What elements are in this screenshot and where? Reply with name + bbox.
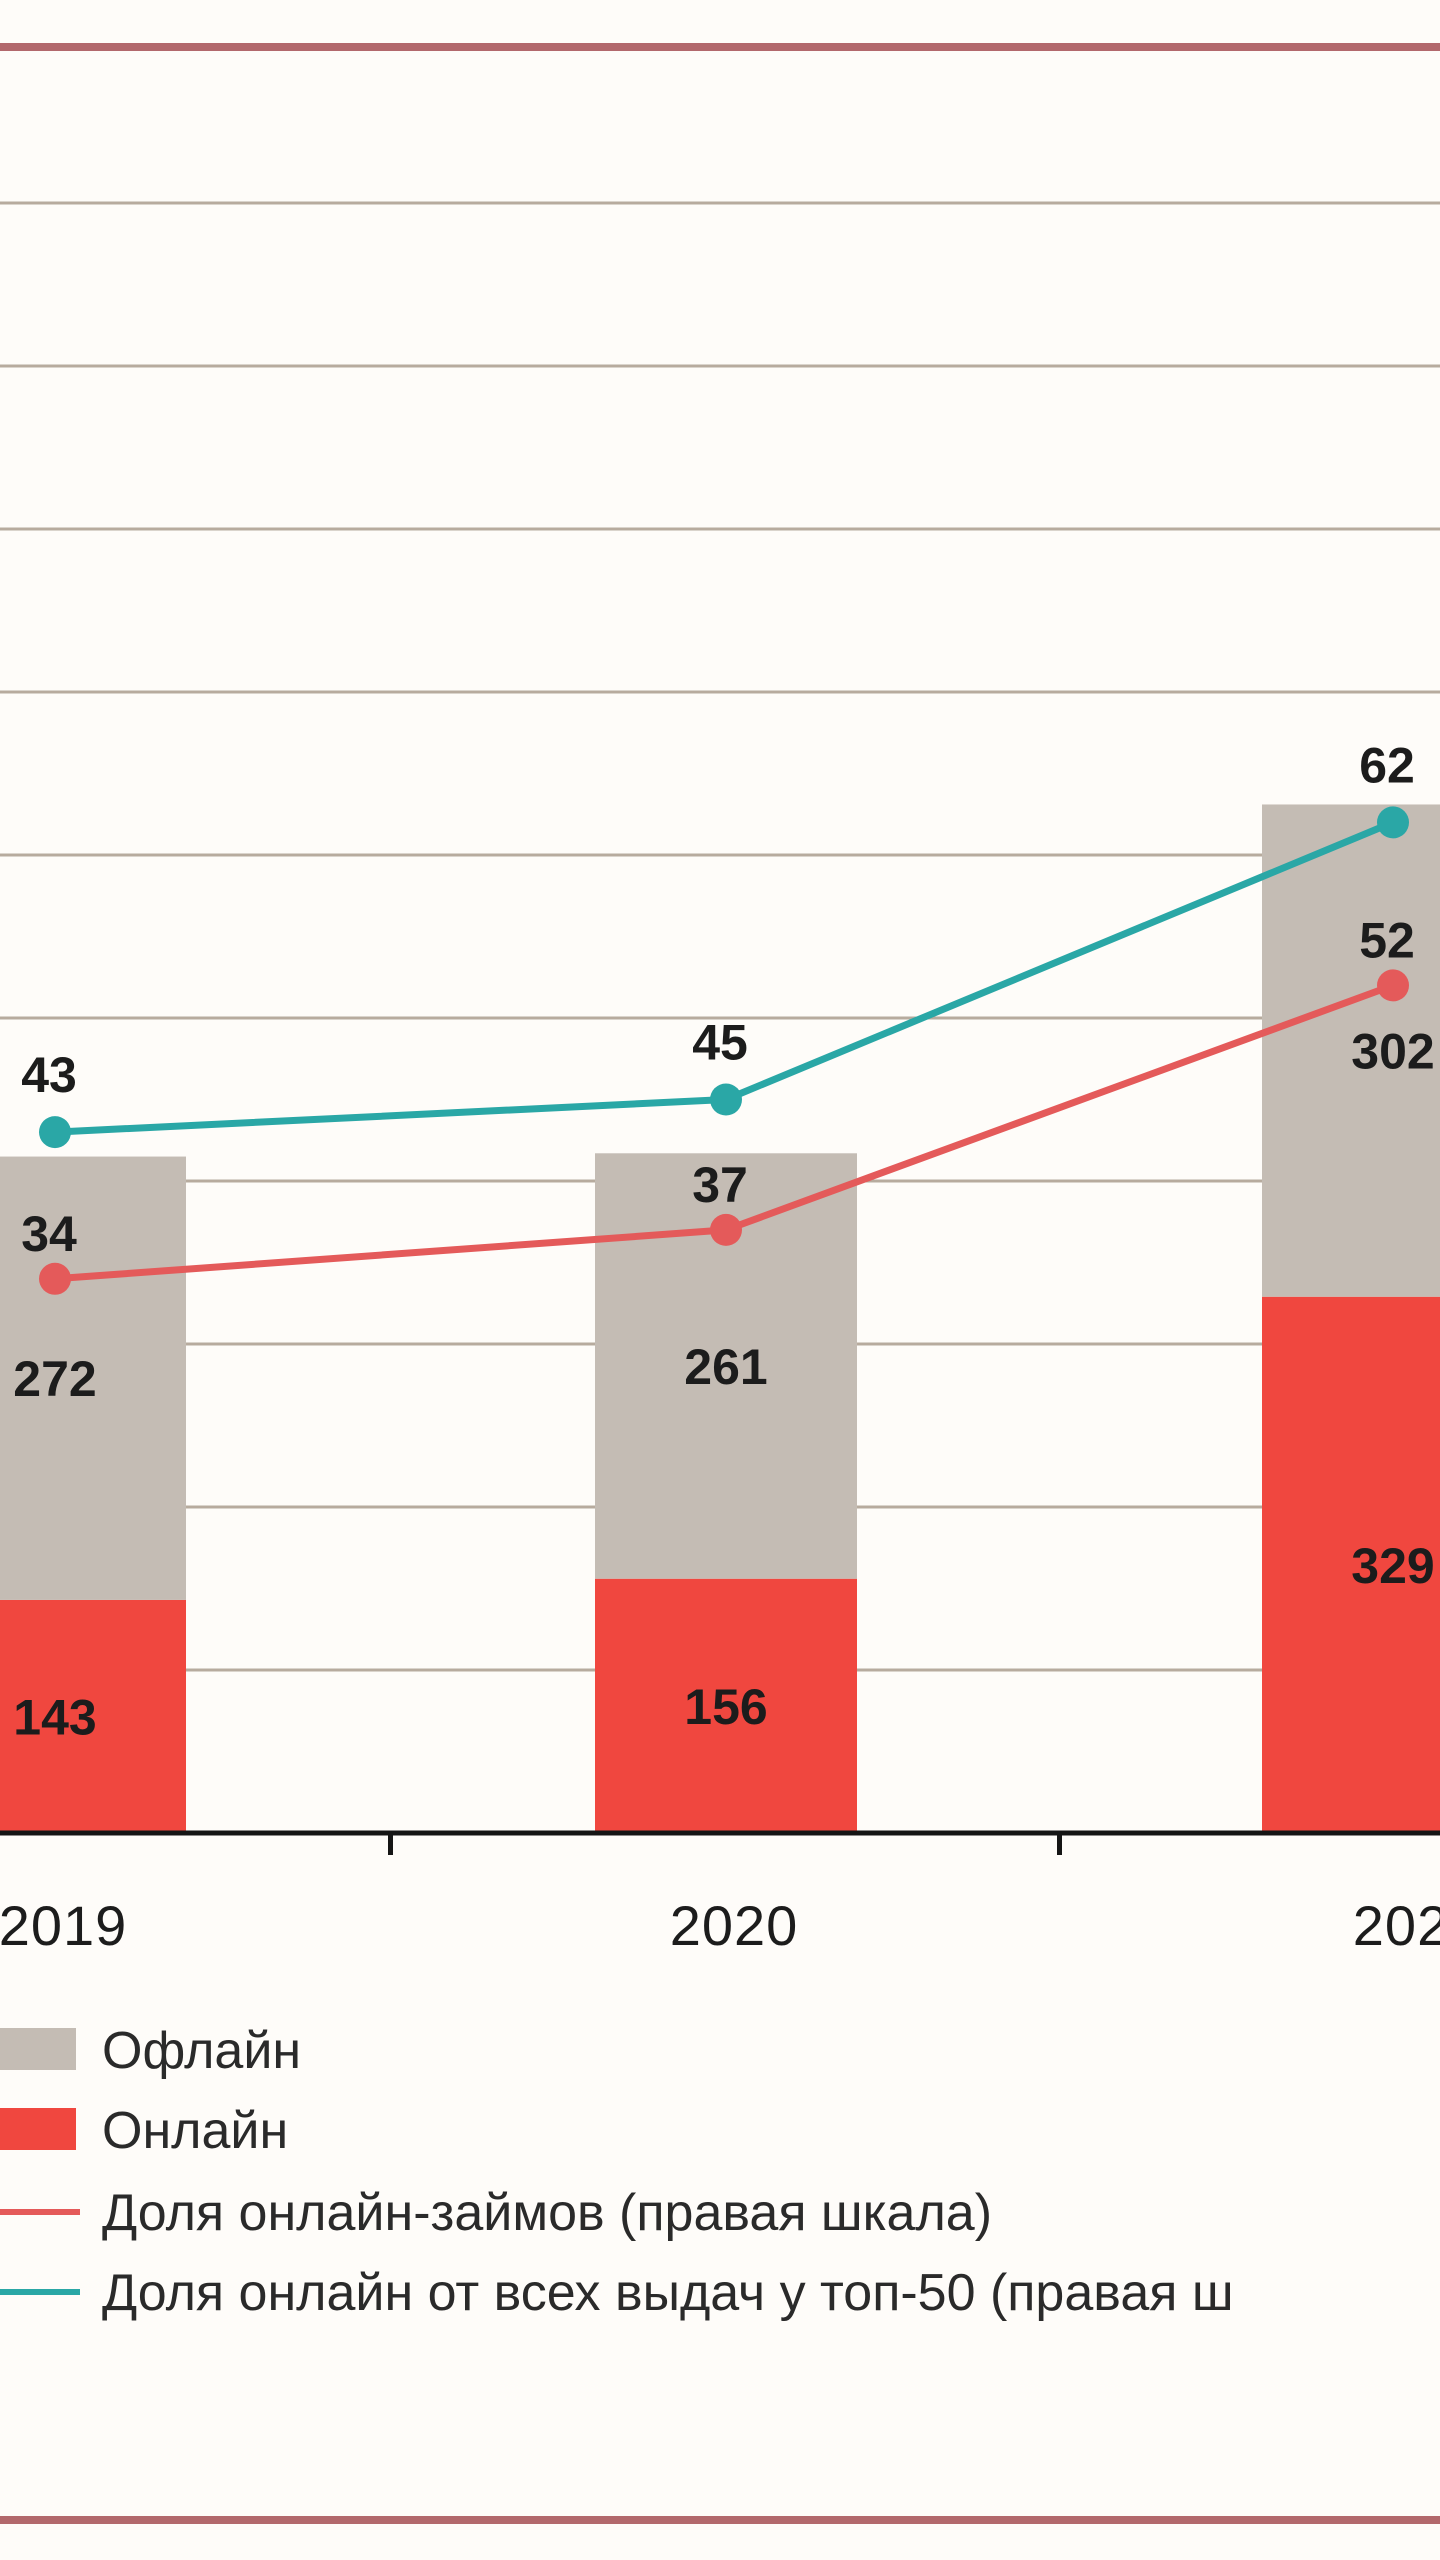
share-online-top50-point <box>1377 806 1409 839</box>
legend-label-share_online_top50: Доля онлайн от всех выдач у топ-50 (прав… <box>102 2264 1234 2322</box>
share-online-loans-point <box>710 1213 742 1246</box>
share-online-loans-point <box>1377 969 1409 1002</box>
bar-online <box>0 1599 186 1833</box>
line-label-share-online-loans: 52 <box>1359 912 1415 968</box>
bar-offline <box>0 1156 186 1600</box>
line-label-share-online-loans: 37 <box>692 1157 748 1213</box>
top-frame-rule <box>0 43 1440 51</box>
x-axis-ticks <box>388 1833 1062 1855</box>
x-tick-label: 2019 <box>0 1894 127 1957</box>
line-label-share-online-top50: 62 <box>1359 737 1415 793</box>
bottom-frame-rule <box>0 2516 1440 2524</box>
line-label-share-online-loans: 34 <box>21 1206 77 1262</box>
share-online-top50-point <box>39 1116 71 1149</box>
bar-online <box>595 1578 857 1833</box>
legend: Офлайн Онлайн Доля онлайн-займов (правая ш… <box>0 2022 1234 2322</box>
share-online-top50-point <box>710 1083 742 1116</box>
x-axis-tick-labels: 2019 2020 202 <box>0 1894 1440 1957</box>
legend-label-offline: Офлайн <box>102 2022 301 2080</box>
legend-label-online: Онлайн <box>102 2102 288 2160</box>
share-lines <box>39 806 1409 1295</box>
bar-label-offline: 261 <box>684 1339 767 1395</box>
bar-offline <box>1262 804 1440 1297</box>
legend-swatch-offline <box>0 2028 76 2070</box>
bar-label-offline: 302 <box>1351 1024 1434 1080</box>
legend-swatch-online <box>0 2108 76 2150</box>
share-online-loans-point <box>39 1262 71 1295</box>
bars <box>0 804 1440 1833</box>
legend-label-share_online_loans: Доля онлайн-займов (правая шкала) <box>102 2184 992 2242</box>
x-tick-label: 202 <box>1353 1894 1440 1957</box>
grid-lines <box>0 201 1440 1672</box>
bar-online <box>1262 1296 1440 1833</box>
line-label-share-online-top50: 45 <box>692 1015 748 1071</box>
bar-label-online: 156 <box>684 1679 767 1735</box>
line-label-share-online-top50: 43 <box>21 1047 77 1103</box>
x-tick-label: 2020 <box>670 1894 799 1957</box>
bar-label-online: 143 <box>13 1689 96 1745</box>
bar-label-offline: 272 <box>13 1351 96 1407</box>
data-labels: 143 272 34 43 156 261 37 45 329 302 52 62 <box>13 737 1434 1745</box>
bar-label-online: 329 <box>1351 1538 1434 1594</box>
